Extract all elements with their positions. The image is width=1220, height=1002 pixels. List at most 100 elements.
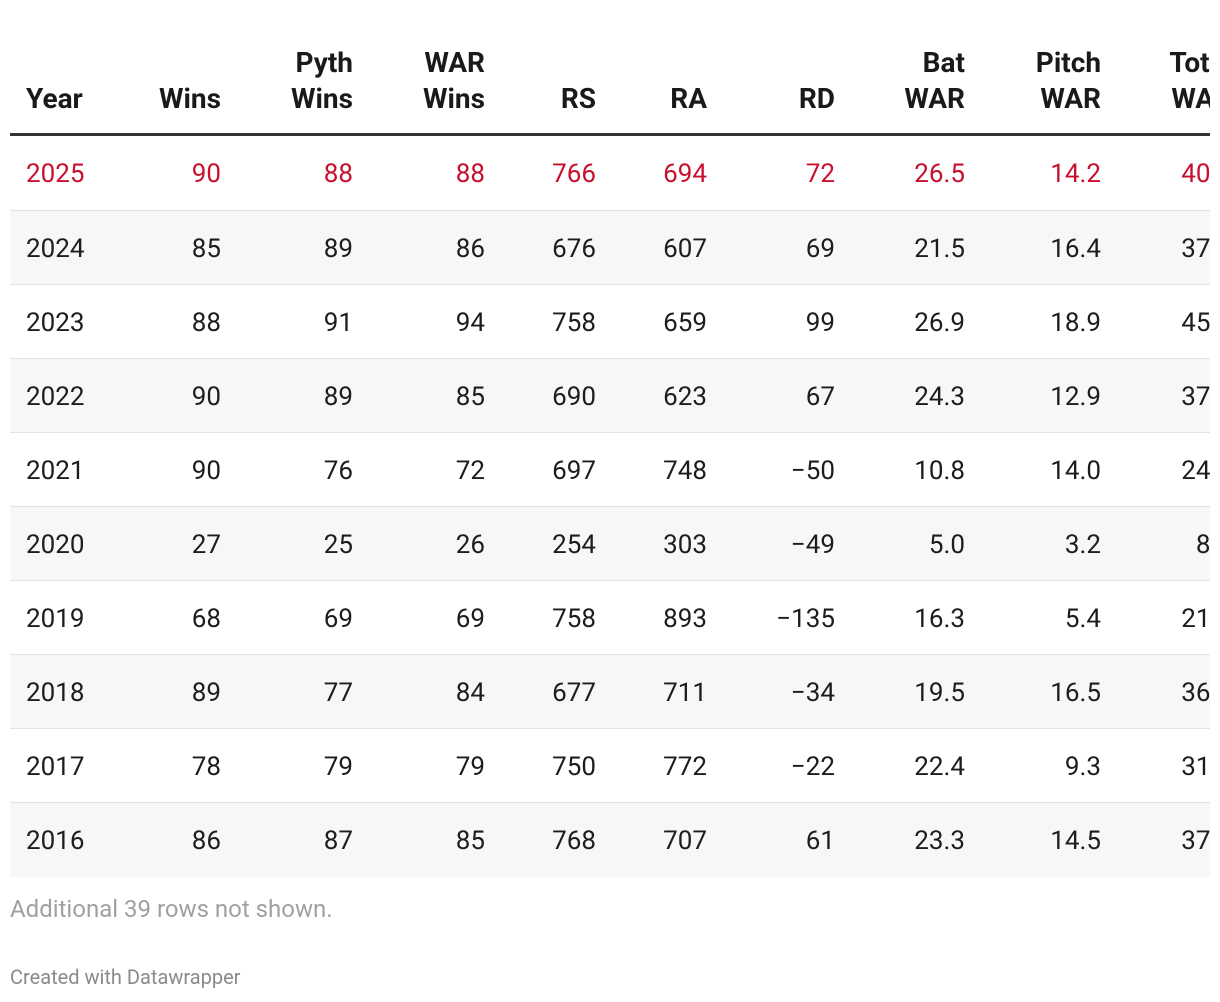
- column-header: WAR: [424, 46, 485, 79]
- table-cell: 88: [323, 159, 353, 189]
- table-cell: 5.0: [928, 530, 965, 560]
- table-cell: 77: [323, 678, 353, 708]
- table-cell: 16.4: [1050, 234, 1101, 264]
- table-cell: 676: [552, 234, 596, 264]
- table-cell: 94: [455, 308, 485, 338]
- table-cell: 84: [455, 678, 485, 708]
- table-cell: 14.0: [1050, 456, 1101, 486]
- table-cell: 2021: [26, 456, 85, 486]
- table-cell: 26.9: [914, 308, 965, 338]
- table-cell: 2025: [26, 159, 85, 189]
- table-cell: −22: [790, 752, 835, 782]
- table-cell: 24.8: [1181, 456, 1210, 486]
- table-cell: 37.8: [1181, 826, 1210, 856]
- table-cell: 711: [663, 678, 707, 708]
- table-cell: 79: [455, 752, 485, 782]
- table-cell: 72: [805, 159, 835, 189]
- table-cell: 86: [455, 234, 485, 264]
- table-cell: 69: [805, 234, 835, 264]
- table-cell: 16.5: [1050, 678, 1101, 708]
- column-header: Wins: [291, 82, 353, 115]
- table-cell: 623: [663, 382, 707, 412]
- table-cell: 86: [191, 826, 221, 856]
- table-cell: 79: [323, 752, 353, 782]
- column-header: WAR: [1040, 82, 1101, 115]
- column-header: Wins: [159, 82, 221, 115]
- table-cell: 2017: [26, 752, 85, 782]
- table-cell: 36.0: [1181, 678, 1210, 708]
- table-cell: 61: [805, 826, 835, 856]
- table-cell: 72: [455, 456, 485, 486]
- table-cell: 2020: [26, 530, 85, 560]
- table-cell: 607: [663, 234, 707, 264]
- table-cell: −135: [776, 604, 835, 634]
- column-header: Bat: [922, 46, 965, 79]
- table-row: 2023 88 91 94 758 659 99 26.9 18.9 45.8: [10, 284, 1210, 359]
- table-cell: 91: [323, 308, 353, 338]
- table-cell: 697: [552, 456, 596, 486]
- table-cell: 23.3: [914, 826, 965, 856]
- table-row: 2018 89 77 84 677 711 −34 19.5 16.5 36.0: [10, 654, 1210, 729]
- table-cell: 677: [552, 678, 596, 708]
- table-cell: 2023: [26, 308, 85, 338]
- table-cell: 85: [191, 234, 221, 264]
- table: Year Wins Pyth Wins WAR Wins RS RA RD Bat WAR Pitch…: [10, 0, 1210, 880]
- table-cell: 85: [455, 382, 485, 412]
- table-cell: 22.4: [914, 752, 965, 782]
- table-cell: 19.5: [914, 678, 965, 708]
- table-cell: 37.2: [1181, 382, 1210, 412]
- table-cell: 5.4: [1064, 604, 1101, 634]
- table-cell: 758: [552, 604, 596, 634]
- table-row: 2020 27 25 26 254 303 −49 5.0 3.2 8.2: [10, 506, 1210, 581]
- table-cell: 69: [455, 604, 485, 634]
- header-rule: [10, 133, 1210, 136]
- table-cell: −49: [790, 530, 835, 560]
- column-header: Year: [26, 82, 83, 115]
- table-cell: 24.3: [914, 382, 965, 412]
- table-cell: 254: [552, 530, 596, 560]
- table-cell: 2016: [26, 826, 85, 856]
- table-cell: 14.2: [1050, 159, 1101, 189]
- table-row: 2024 85 89 86 676 607 69 21.5 16.4 37.9: [10, 210, 1210, 285]
- table-cell: 45.8: [1181, 308, 1210, 338]
- table-cell: 40.7: [1181, 159, 1210, 189]
- table-cell: 303: [663, 530, 707, 560]
- table-cell: 31.7: [1181, 752, 1210, 782]
- table-cell: 68: [191, 604, 221, 634]
- table-cell: 758: [552, 308, 596, 338]
- table-cell: 26: [455, 530, 485, 560]
- table-cell: 25: [323, 530, 353, 560]
- table-cell: 12.9: [1050, 382, 1101, 412]
- table-cell: 89: [191, 678, 221, 708]
- table-cell: 690: [552, 382, 596, 412]
- table-row: 2025 90 88 88 766 694 72 26.5 14.2 40.7: [10, 137, 1210, 211]
- column-header: RS: [560, 82, 596, 115]
- table-cell: 69: [323, 604, 353, 634]
- table-cell: 659: [663, 308, 707, 338]
- table-row: 2021 90 76 72 697 748 −50 10.8 14.0 24.8: [10, 432, 1210, 507]
- table-row: 2019 68 69 69 758 893 −135 16.3 5.4 21.7: [10, 580, 1210, 655]
- table-cell: 2024: [26, 234, 85, 264]
- table-cell: 748: [663, 456, 707, 486]
- table-cell: 27: [191, 530, 221, 560]
- table-cell: 10.8: [914, 456, 965, 486]
- table-row: 2017 78 79 79 750 772 −22 22.4 9.3 31.7: [10, 728, 1210, 803]
- table-cell: 88: [455, 159, 485, 189]
- table-cell: 99: [805, 308, 835, 338]
- table-cell: −34: [790, 678, 835, 708]
- table-cell: 90: [191, 456, 221, 486]
- column-header: Wins: [423, 82, 485, 115]
- column-header: Pitch: [1035, 46, 1101, 79]
- table-cell: 14.5: [1050, 826, 1101, 856]
- credit[interactable]: Created with Datawrapper: [10, 965, 241, 989]
- column-header: RA: [670, 82, 707, 115]
- table-cell: 3.2: [1064, 530, 1101, 560]
- table-cell: 76: [323, 456, 353, 486]
- table-cell: 2019: [26, 604, 85, 634]
- table-cell: 750: [552, 752, 596, 782]
- table-cell: 21.7: [1181, 604, 1210, 634]
- table-cell: 85: [455, 826, 485, 856]
- column-header: Total: [1169, 46, 1210, 79]
- table-cell: 89: [323, 234, 353, 264]
